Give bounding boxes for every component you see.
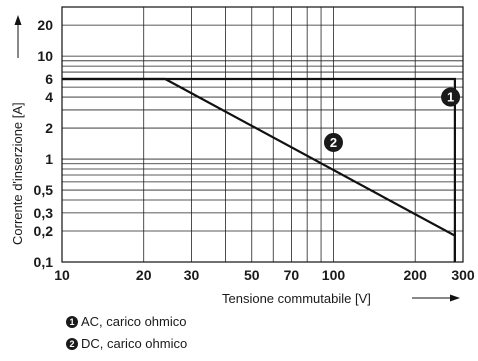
y-tick-label: 10 bbox=[37, 48, 53, 64]
series-line-2 bbox=[62, 77, 456, 262]
marker-label-2: 2 bbox=[330, 135, 337, 150]
x-tick-label: 50 bbox=[244, 267, 260, 283]
y-tick-label: 2 bbox=[45, 120, 53, 136]
legend-badge-2: 2 bbox=[66, 337, 78, 350]
legend-badge-1: 1 bbox=[66, 315, 78, 328]
y-tick-label: 0,5 bbox=[34, 182, 54, 198]
legend-text-ac: AC, carico ohmico bbox=[81, 314, 187, 329]
y-tick-label: 20 bbox=[37, 17, 53, 33]
x-tick-label: 100 bbox=[322, 267, 346, 283]
legend-text-dc: DC, carico ohmico bbox=[81, 336, 188, 351]
x-tick-label: 300 bbox=[451, 267, 475, 283]
plot-frame bbox=[61, 6, 464, 263]
x-tick-label: 30 bbox=[184, 267, 200, 283]
y-axis-label: Corrente d'inserzione [A] bbox=[10, 102, 25, 245]
marker-circle-2 bbox=[323, 132, 343, 152]
x-tick-label: 200 bbox=[404, 267, 428, 283]
y-tick-label: 4 bbox=[45, 89, 53, 105]
y-tick-label: 0,1 bbox=[34, 254, 54, 270]
x-tick-label: 10 bbox=[54, 267, 70, 283]
x-axis-arrow-head bbox=[450, 294, 460, 302]
legend-item-dc: 2 DC, carico ohmico bbox=[66, 336, 187, 351]
y-tick-label: 0,2 bbox=[34, 223, 54, 239]
x-tick-label: 70 bbox=[284, 267, 300, 283]
y-tick-label: 0,3 bbox=[34, 205, 54, 221]
x-tick-label: 20 bbox=[136, 267, 152, 283]
y-tick-label: 6 bbox=[45, 71, 53, 87]
x-axis-label: Tensione commutabile [V] bbox=[222, 291, 371, 306]
legend-item-ac: 1 AC, carico ohmico bbox=[66, 314, 186, 329]
series-line-1 bbox=[62, 77, 456, 262]
marker-circle-1 bbox=[441, 87, 461, 107]
marker-label-1: 1 bbox=[447, 90, 454, 105]
y-axis-arrow-head bbox=[14, 15, 22, 25]
y-tick-label: 1 bbox=[45, 151, 53, 167]
